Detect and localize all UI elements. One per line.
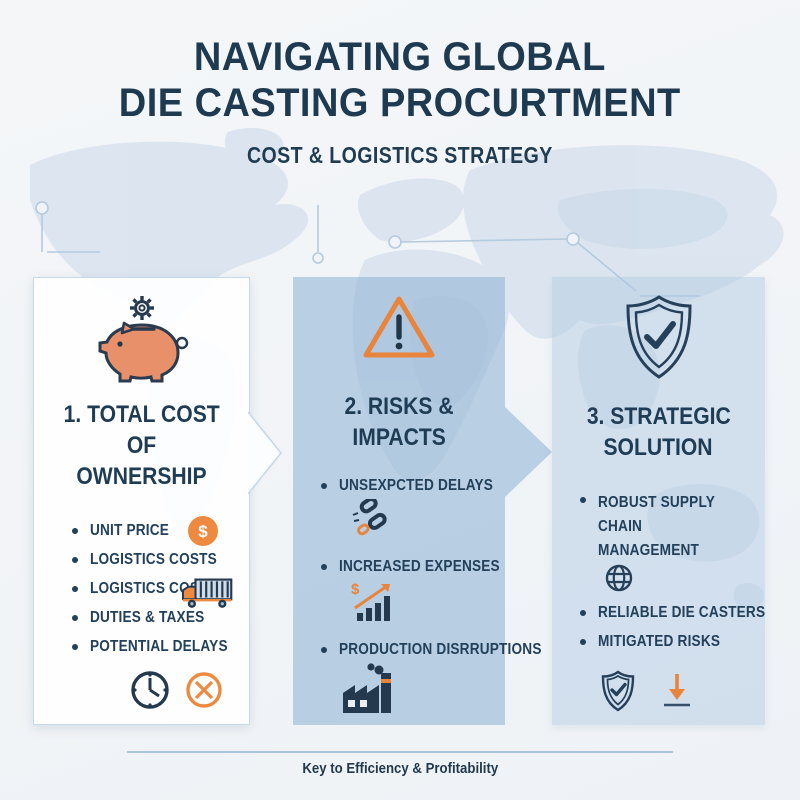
panel3-heading: 3. STRATEGIC SOLUTION	[586, 403, 731, 461]
panel1-heading: 1. TOTAL COST OF OWNERSHIP	[63, 401, 220, 490]
factory-icon	[339, 663, 489, 720]
list-item: INCREASED EXPENSES	[321, 558, 500, 576]
page-title-line1: NAVIGATING GLOBAL	[194, 35, 606, 79]
list-item: PRODUCTION DISRRUPTIONS	[321, 641, 541, 659]
bullet-dot	[72, 586, 78, 592]
page-title-line2: DIE CASTING PROCURTMENT	[119, 81, 681, 125]
list-item: POTENTIAL DELAYS	[72, 638, 235, 656]
header: NAVIGATING GLOBAL DIE CASTING PROCURTMEN…	[0, 34, 800, 169]
list-item: MITIGATED RISKS	[580, 633, 751, 651]
bullet-dot	[72, 644, 78, 650]
dollar-coin-icon: $	[188, 516, 218, 546]
panel2-heading: 2. RISKS & IMPACTS	[344, 393, 454, 451]
down-arrow-icon	[664, 674, 690, 707]
bullet-dot	[580, 610, 586, 616]
footer-divider	[127, 751, 673, 753]
globe-icon	[605, 564, 633, 592]
panel-strategic-solution: 3. STRATEGIC SOLUTION ROBUST SUPPLY CHAI…	[552, 277, 765, 725]
gear-icon	[129, 296, 154, 320]
panel-risks-impacts: 2. RISKS & IMPACTS UNSEXPCTED DELAYS INC…	[293, 277, 541, 725]
panel3-list: ROBUST SUPPLY CHAIN MANAGEMENT RELIABLE …	[566, 491, 765, 662]
bullet-dot	[72, 615, 78, 621]
piggy-bank-icon-group	[94, 294, 190, 387]
bullet-dot	[580, 639, 586, 645]
panel1-footer-icons	[129, 669, 224, 711]
bullet-dot	[321, 483, 327, 489]
list-item: UNSEXPCTED DELAYS	[321, 477, 493, 495]
list-item: UNIT PRICE $	[72, 516, 235, 546]
broken-chain-icon	[349, 496, 489, 546]
risks-panel-background	[293, 277, 553, 725]
list-item: LOGISTICS COSTS	[72, 578, 235, 608]
shield-icon-group	[620, 293, 698, 381]
list-item: ROBUST SUPPLY CHAIN MANAGEMENT	[580, 491, 751, 593]
shield-check-icon	[625, 295, 692, 379]
svg-text:$: $	[198, 522, 208, 541]
bullet-dot	[321, 647, 327, 653]
panel2-list: UNSEXPCTED DELAYS INCREASED EXPENSES	[309, 477, 541, 732]
list-item: RELIABLE DIE CASTERS	[580, 604, 765, 622]
rising-costs-icon: $	[349, 580, 489, 629]
chevron-arrow-divider	[248, 412, 283, 494]
list-item: DUTIES & TAXES	[72, 609, 235, 627]
bullet-dot	[580, 497, 586, 503]
panel1-list: UNIT PRICE $ LOGISTICS COSTS LOGISTICS C…	[48, 516, 235, 667]
shield-check-small-icon	[601, 670, 635, 712]
bullet-dot	[72, 557, 78, 563]
panel-total-cost-of-ownership: 1. TOTAL COST OF OWNERSHIP UNIT PRICE $ …	[33, 277, 250, 725]
list-item: LOGISTICS COSTS	[72, 551, 235, 569]
warning-triangle-icon	[363, 296, 435, 358]
warning-icon-group	[359, 293, 439, 363]
footer-tagline: Key to Efficiency & Profitability	[302, 760, 498, 777]
truck-icon	[181, 578, 233, 608]
svg-text:$: $	[351, 581, 360, 598]
bullet-dot	[321, 564, 327, 570]
cancel-icon	[186, 672, 222, 708]
page-subtitle: COST & LOGISTICS STRATEGY	[247, 142, 553, 168]
panel3-footer-icons	[600, 670, 692, 712]
clock-icon	[131, 671, 169, 709]
bullet-dot	[72, 528, 78, 534]
piggy-bank-icon	[98, 321, 188, 383]
